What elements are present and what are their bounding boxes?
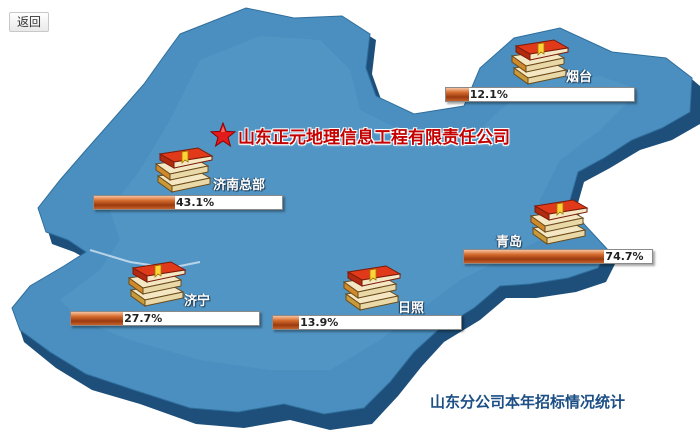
progress-fill: [94, 196, 176, 209]
site-label: 日照: [398, 301, 425, 316]
site-label: 烟台: [566, 70, 593, 85]
site-label: 济宁: [184, 294, 211, 309]
progress-bar: 12.1%: [445, 87, 635, 102]
site-label: 济南总部: [213, 178, 266, 193]
footer-caption: 山东分公司本年招标情况统计: [430, 393, 626, 411]
percent-label: 27.7%: [124, 312, 163, 325]
progress-bar: 74.7%: [463, 249, 653, 264]
company-name: 山东正元地理信息工程有限责任公司: [238, 127, 510, 148]
site-label: 青岛: [496, 235, 523, 250]
progress-fill: [273, 316, 300, 329]
red-star-icon: [210, 122, 236, 148]
book-stack-icon: [154, 147, 214, 193]
book-stack-icon: [127, 261, 187, 307]
book-stack-icon: [510, 39, 570, 85]
progress-fill: [71, 312, 124, 325]
percent-label: 74.7%: [605, 250, 644, 263]
company-title: 山东正元地理信息工程有限责任公司: [210, 122, 510, 148]
book-stack-icon: [529, 199, 589, 245]
map-highlight: [60, 36, 640, 370]
progress-bar: 27.7%: [70, 311, 260, 326]
percent-label: 43.1%: [176, 196, 215, 209]
progress-bar: 13.9%: [272, 315, 462, 330]
percent-label: 12.1%: [469, 88, 508, 101]
progress-fill: [446, 88, 469, 101]
percent-label: 13.9%: [300, 316, 339, 329]
progress-fill: [464, 250, 605, 263]
book-stack-icon: [342, 265, 402, 311]
progress-bar: 43.1%: [93, 195, 283, 210]
back-button[interactable]: 返回: [9, 12, 49, 32]
